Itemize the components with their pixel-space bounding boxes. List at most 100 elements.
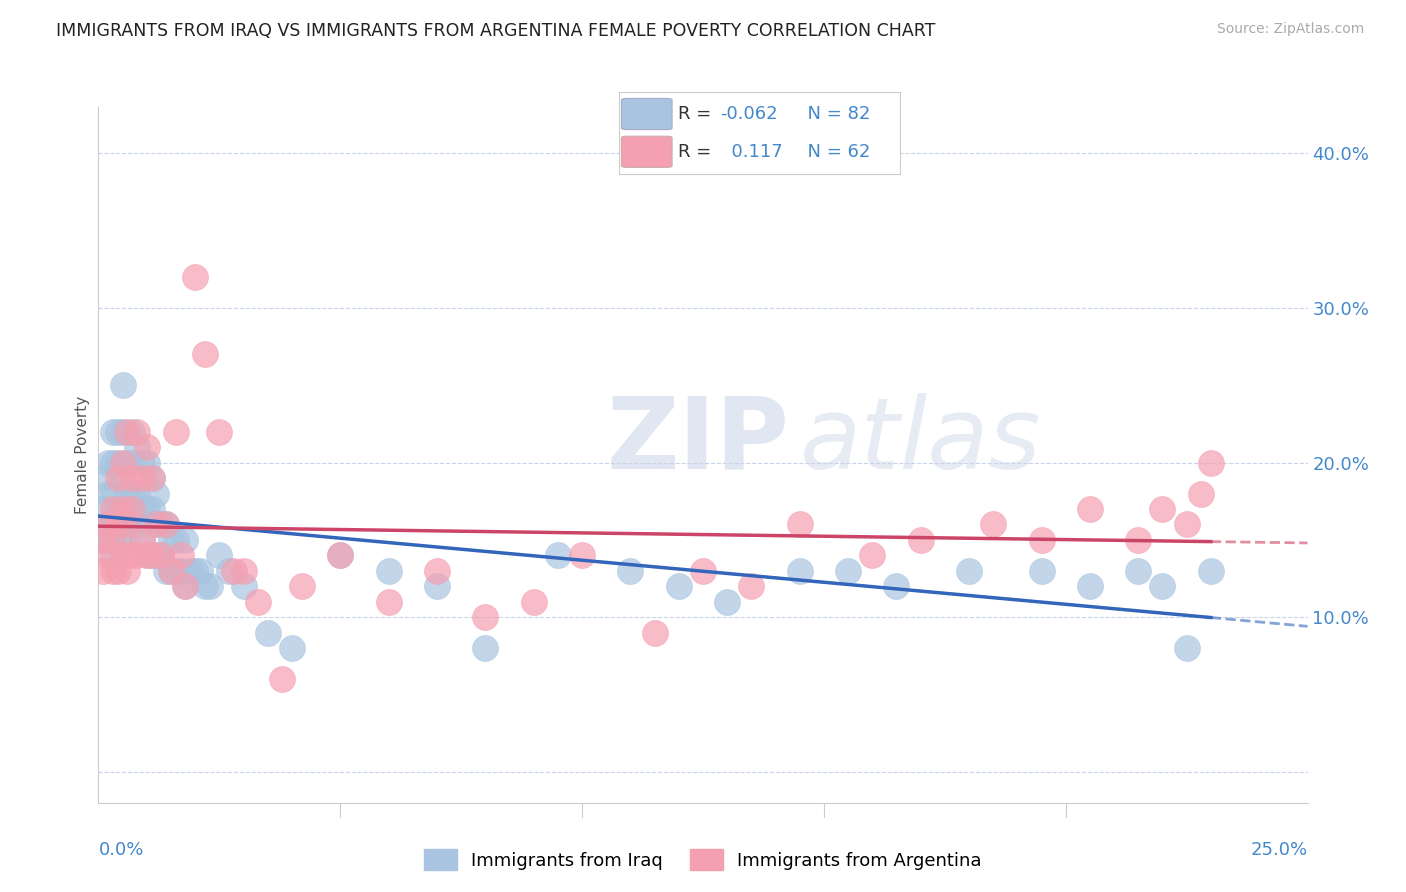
Point xyxy=(131,456,153,470)
Point xyxy=(111,533,134,547)
Point xyxy=(145,517,167,532)
Point xyxy=(377,595,399,609)
Point xyxy=(111,425,134,439)
Point xyxy=(150,517,173,532)
Point xyxy=(174,533,197,547)
Point xyxy=(91,502,114,516)
Point xyxy=(174,579,197,593)
Point xyxy=(184,564,207,578)
Point xyxy=(135,549,157,563)
Point xyxy=(169,549,191,563)
Point xyxy=(692,564,714,578)
Point xyxy=(208,425,231,439)
Point xyxy=(101,564,124,578)
Point xyxy=(155,564,177,578)
Point xyxy=(145,549,167,563)
Point xyxy=(155,517,177,532)
Point xyxy=(194,579,217,593)
Point xyxy=(131,502,153,516)
Point xyxy=(97,517,120,532)
FancyBboxPatch shape xyxy=(621,98,672,129)
Text: IMMIGRANTS FROM IRAQ VS IMMIGRANTS FROM ARGENTINA FEMALE POVERTY CORRELATION CHA: IMMIGRANTS FROM IRAQ VS IMMIGRANTS FROM … xyxy=(56,22,935,40)
FancyBboxPatch shape xyxy=(621,136,672,168)
Point xyxy=(111,378,134,392)
Point xyxy=(141,471,163,485)
Text: 25.0%: 25.0% xyxy=(1250,841,1308,860)
Point xyxy=(97,533,120,547)
Point xyxy=(740,579,762,593)
Point xyxy=(789,517,811,532)
Point xyxy=(101,425,124,439)
Point xyxy=(1199,564,1222,578)
Point xyxy=(860,549,883,563)
Point xyxy=(184,270,207,285)
Point xyxy=(837,564,859,578)
Text: Source: ZipAtlas.com: Source: ZipAtlas.com xyxy=(1216,22,1364,37)
Point xyxy=(290,579,312,593)
Point xyxy=(426,579,449,593)
Point xyxy=(117,425,139,439)
Point xyxy=(169,564,191,578)
Point xyxy=(426,564,449,578)
Point xyxy=(127,517,149,532)
Point xyxy=(1152,579,1174,593)
Point xyxy=(97,456,120,470)
Point xyxy=(1078,579,1101,593)
Point xyxy=(117,517,139,532)
Point xyxy=(1031,533,1053,547)
Point xyxy=(247,595,270,609)
Point xyxy=(101,502,124,516)
Point xyxy=(131,471,153,485)
Point xyxy=(111,502,134,516)
Point xyxy=(1175,641,1198,656)
Text: atlas: atlas xyxy=(800,392,1042,490)
Point xyxy=(141,471,163,485)
Y-axis label: Female Poverty: Female Poverty xyxy=(75,396,90,514)
Point xyxy=(256,625,278,640)
Point xyxy=(141,502,163,516)
Point xyxy=(107,533,129,547)
Text: R =: R = xyxy=(678,105,717,123)
Point xyxy=(619,564,641,578)
Point xyxy=(107,517,129,532)
Point xyxy=(208,549,231,563)
Point xyxy=(101,549,124,563)
Text: -0.062: -0.062 xyxy=(720,105,778,123)
Point xyxy=(127,549,149,563)
Point xyxy=(1152,502,1174,516)
Point xyxy=(174,579,197,593)
Point xyxy=(377,564,399,578)
Point xyxy=(121,486,143,500)
Point xyxy=(101,517,124,532)
Point xyxy=(886,579,908,593)
Point xyxy=(111,502,134,516)
Point xyxy=(1128,564,1150,578)
Point xyxy=(97,549,120,563)
Legend: Immigrants from Iraq, Immigrants from Argentina: Immigrants from Iraq, Immigrants from Ar… xyxy=(418,842,988,877)
Point xyxy=(198,579,221,593)
Point xyxy=(107,564,129,578)
Point xyxy=(957,564,980,578)
Point xyxy=(135,456,157,470)
Point xyxy=(91,471,114,485)
Point xyxy=(547,549,569,563)
Point xyxy=(135,502,157,516)
Point xyxy=(150,549,173,563)
Point xyxy=(474,641,496,656)
Point xyxy=(571,549,593,563)
Point xyxy=(91,533,114,547)
Point xyxy=(150,549,173,563)
Point xyxy=(1199,456,1222,470)
Point xyxy=(131,533,153,547)
Point xyxy=(117,456,139,470)
Point xyxy=(145,486,167,500)
Point xyxy=(91,564,114,578)
Point xyxy=(131,533,153,547)
Point xyxy=(271,672,294,686)
Point xyxy=(1189,486,1212,500)
Point xyxy=(117,564,139,578)
Point xyxy=(232,564,254,578)
Point xyxy=(165,425,187,439)
Point xyxy=(117,486,139,500)
Point xyxy=(141,549,163,563)
